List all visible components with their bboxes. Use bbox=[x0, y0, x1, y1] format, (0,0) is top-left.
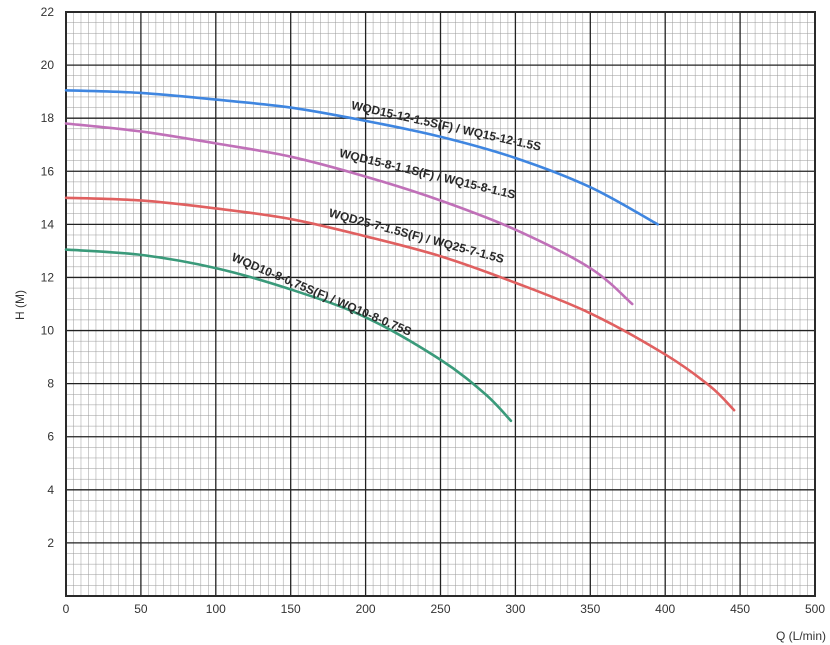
x-tick-label: 0 bbox=[63, 602, 70, 616]
y-tick-label: 2 bbox=[47, 536, 54, 550]
x-tick-label: 400 bbox=[655, 602, 675, 616]
y-tick-label: 14 bbox=[41, 217, 55, 231]
x-tick-label: 350 bbox=[580, 602, 600, 616]
wqd10-8-curve bbox=[64, 248, 513, 423]
y-tick-label: 6 bbox=[47, 430, 54, 444]
wqd15-12-curve-label: WQD15-12-1.5S(F) / WQ15-12-1.5S bbox=[350, 98, 542, 154]
major-grid bbox=[65, 11, 816, 596]
y-tick-label: 20 bbox=[41, 58, 55, 72]
x-tick-label: 250 bbox=[430, 602, 450, 616]
x-tick-label: 300 bbox=[505, 602, 525, 616]
curve-labels-layer: WQD15-12-1.5S(F) / WQ15-12-1.5SWQD15-8-1… bbox=[230, 98, 543, 339]
curves-layer bbox=[64, 89, 736, 423]
y-tick-label: 18 bbox=[41, 111, 55, 125]
y-tick-label: 16 bbox=[41, 164, 55, 178]
x-tick-label: 500 bbox=[805, 602, 825, 616]
y-tick-label: 22 bbox=[41, 5, 55, 19]
y-axis-label: H (M) bbox=[13, 290, 27, 320]
x-tick-label: 100 bbox=[206, 602, 226, 616]
wqd15-8-curve bbox=[64, 122, 634, 306]
y-tick-label: 10 bbox=[41, 324, 55, 338]
x-tick-label: 200 bbox=[356, 602, 376, 616]
y-tick-label: 12 bbox=[41, 270, 55, 284]
plot-frame bbox=[65, 11, 816, 597]
x-tick-labels: 0 50 100 150 200 250 300 350 400 450 500 bbox=[63, 602, 826, 616]
y-tick-label: 4 bbox=[47, 483, 54, 497]
x-axis-label: Q (L/min) bbox=[776, 629, 826, 643]
y-tick-label: 8 bbox=[47, 377, 54, 391]
x-tick-label: 450 bbox=[730, 602, 750, 616]
wqd25-7-curve bbox=[64, 196, 736, 412]
x-tick-label: 50 bbox=[134, 602, 148, 616]
wqd10-8-curve-label: WQD10-8-0.75S(F) / WQ10-8-0.75S bbox=[230, 250, 414, 339]
y-tick-labels: 2 4 6 8 10 12 14 16 18 20 22 bbox=[41, 5, 55, 550]
x-tick-label: 150 bbox=[281, 602, 301, 616]
wqd15-12-curve bbox=[64, 89, 660, 226]
wqd15-8-curve-label: WQD15-8-1.1S(F) / WQ15-8-1.1S bbox=[338, 146, 517, 202]
